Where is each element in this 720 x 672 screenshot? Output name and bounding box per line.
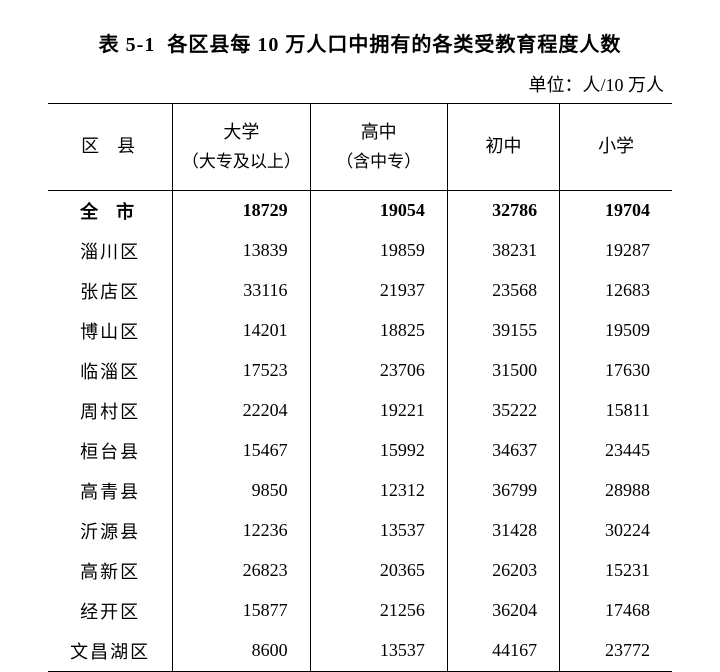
- cell-region: 桓台县: [48, 431, 173, 471]
- table-row: 高青县9850123123679928988: [48, 471, 672, 511]
- cell-university: 13839: [173, 231, 310, 271]
- cell-university: 12236: [173, 511, 310, 551]
- cell-region: 博山区: [48, 311, 173, 351]
- cell-university: 22204: [173, 391, 310, 431]
- cell-middle: 39155: [447, 311, 559, 351]
- table-row: 高新区26823203652620315231: [48, 551, 672, 591]
- table-row: 全市18729190543278619704: [48, 190, 672, 231]
- cell-middle: 34637: [447, 431, 559, 471]
- cell-region: 经开区: [48, 591, 173, 631]
- cell-primary: 30224: [560, 511, 672, 551]
- table-row: 临淄区17523237063150017630: [48, 351, 672, 391]
- cell-primary: 23772: [560, 631, 672, 672]
- cell-middle: 31428: [447, 511, 559, 551]
- cell-highschool: 19054: [310, 190, 447, 231]
- cell-highschool: 15992: [310, 431, 447, 471]
- cell-university: 33116: [173, 271, 310, 311]
- table-row: 桓台县15467159923463723445: [48, 431, 672, 471]
- cell-highschool: 13537: [310, 631, 447, 672]
- cell-university: 14201: [173, 311, 310, 351]
- cell-region: 文昌湖区: [48, 631, 173, 672]
- cell-primary: 15811: [560, 391, 672, 431]
- cell-university: 15877: [173, 591, 310, 631]
- table-body: 全市18729190543278619704淄川区138391985938231…: [48, 190, 672, 671]
- cell-primary: 17468: [560, 591, 672, 631]
- table-caption: 表 5-1 各区县每 10 万人口中拥有的各类受教育程度人数: [48, 28, 672, 57]
- cell-highschool: 20365: [310, 551, 447, 591]
- cell-middle: 38231: [447, 231, 559, 271]
- cell-highschool: 21256: [310, 591, 447, 631]
- col-header-university-main: 大学: [223, 122, 259, 142]
- col-header-primary: 小学: [560, 104, 672, 191]
- cell-university: 9850: [173, 471, 310, 511]
- table-row: 经开区15877212563620417468: [48, 591, 672, 631]
- col-header-university-sub: （大专及以上）: [182, 152, 301, 171]
- cell-region: 临淄区: [48, 351, 173, 391]
- cell-region: 高青县: [48, 471, 173, 511]
- cell-highschool: 18825: [310, 311, 447, 351]
- cell-primary: 15231: [560, 551, 672, 591]
- cell-university: 8600: [173, 631, 310, 672]
- cell-middle: 31500: [447, 351, 559, 391]
- cell-university: 15467: [173, 431, 310, 471]
- table-row: 文昌湖区8600135374416723772: [48, 631, 672, 672]
- cell-region: 高新区: [48, 551, 173, 591]
- cell-middle: 23568: [447, 271, 559, 311]
- table-row: 沂源县12236135373142830224: [48, 511, 672, 551]
- cell-middle: 26203: [447, 551, 559, 591]
- education-table: 区县 大学 （大专及以上） 高中 （含中专） 初中 小学 全市187291905…: [48, 103, 672, 672]
- cell-middle: 32786: [447, 190, 559, 231]
- col-header-highschool-sub: （含中专）: [336, 152, 421, 171]
- table-row: 周村区22204192213522215811: [48, 391, 672, 431]
- table-row: 淄川区13839198593823119287: [48, 231, 672, 271]
- caption-prefix: 表 5-1: [99, 34, 156, 56]
- cell-primary: 23445: [560, 431, 672, 471]
- cell-primary: 12683: [560, 271, 672, 311]
- cell-region: 沂源县: [48, 511, 173, 551]
- table-row: 博山区14201188253915519509: [48, 311, 672, 351]
- cell-primary: 28988: [560, 471, 672, 511]
- col-header-highschool: 高中 （含中专）: [310, 104, 447, 191]
- cell-primary: 17630: [560, 351, 672, 391]
- col-header-middleschool: 初中: [447, 104, 559, 191]
- cell-primary: 19704: [560, 190, 672, 231]
- cell-highschool: 12312: [310, 471, 447, 511]
- cell-primary: 19287: [560, 231, 672, 271]
- cell-middle: 35222: [447, 391, 559, 431]
- cell-middle: 44167: [447, 631, 559, 672]
- cell-region: 淄川区: [48, 231, 173, 271]
- caption-text: 各区县每 10 万人口中拥有的各类受教育程度人数: [167, 34, 621, 56]
- col-header-region: 区县: [48, 104, 173, 191]
- cell-region: 全市: [48, 190, 173, 231]
- table-row: 张店区33116219372356812683: [48, 271, 672, 311]
- cell-highschool: 23706: [310, 351, 447, 391]
- cell-middle: 36799: [447, 471, 559, 511]
- cell-region: 周村区: [48, 391, 173, 431]
- col-header-university: 大学 （大专及以上）: [173, 104, 310, 191]
- cell-middle: 36204: [447, 591, 559, 631]
- cell-highschool: 19221: [310, 391, 447, 431]
- unit-label: 单位：人/10 万人: [48, 71, 672, 97]
- cell-university: 18729: [173, 190, 310, 231]
- cell-highschool: 19859: [310, 231, 447, 271]
- cell-highschool: 13537: [310, 511, 447, 551]
- table-header-row: 区县 大学 （大专及以上） 高中 （含中专） 初中 小学: [48, 104, 672, 191]
- cell-highschool: 21937: [310, 271, 447, 311]
- cell-primary: 19509: [560, 311, 672, 351]
- col-header-highschool-main: 高中: [361, 122, 397, 142]
- cell-university: 17523: [173, 351, 310, 391]
- cell-university: 26823: [173, 551, 310, 591]
- cell-region: 张店区: [48, 271, 173, 311]
